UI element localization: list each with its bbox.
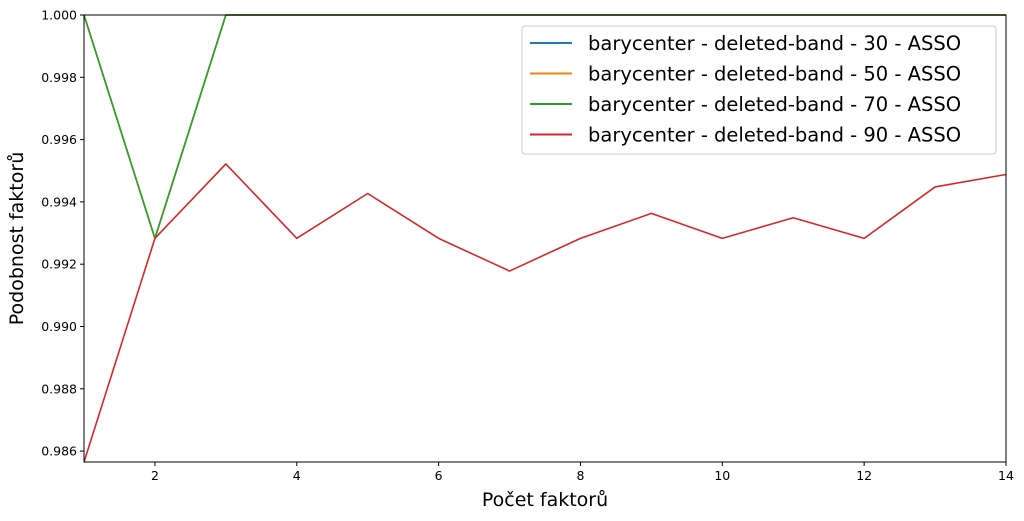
y-tick-label: 0.988 <box>41 381 77 396</box>
y-tick-label: 0.990 <box>41 319 77 334</box>
legend-entry: barycenter - deleted-band - 90 - ASSO <box>588 124 961 147</box>
legend-box <box>521 25 997 155</box>
x-tick-label: 14 <box>998 468 1014 483</box>
y-tick-label: 1.000 <box>41 8 77 23</box>
x-tick-label: 12 <box>856 468 872 483</box>
x-axis: 2 4 6 8 10 12 14 <box>151 462 1014 483</box>
legend-entry: barycenter - deleted-band - 70 - ASSO <box>588 93 961 116</box>
legend: barycenter - deleted-band - 30 - ASSO bar… <box>521 25 997 155</box>
legend-entry: barycenter - deleted-band - 50 - ASSO <box>588 63 961 86</box>
x-axis-title: Počet faktorů <box>482 489 608 511</box>
y-axis: 0.986 0.988 0.990 0.992 0.994 0.996 0.998 1.000 <box>41 8 84 459</box>
x-tick-label: 10 <box>714 468 730 483</box>
x-tick-label: 2 <box>151 468 159 483</box>
y-tick-label: 0.994 <box>41 194 77 209</box>
y-tick-label: 0.998 <box>41 70 77 85</box>
series-line-4 <box>84 163 1006 463</box>
y-tick-label: 0.996 <box>41 132 77 147</box>
plot-frame <box>83 14 1007 463</box>
legend-entry: barycenter - deleted-band - 30 - ASSO <box>588 32 961 55</box>
x-tick-label: 8 <box>576 468 584 483</box>
x-tick-label: 4 <box>293 468 301 483</box>
y-axis-title: Podobnost faktorů <box>6 152 28 325</box>
x-tick-label: 6 <box>435 468 443 483</box>
y-tick-label: 0.986 <box>41 444 77 459</box>
y-tick-label: 0.992 <box>41 257 77 272</box>
